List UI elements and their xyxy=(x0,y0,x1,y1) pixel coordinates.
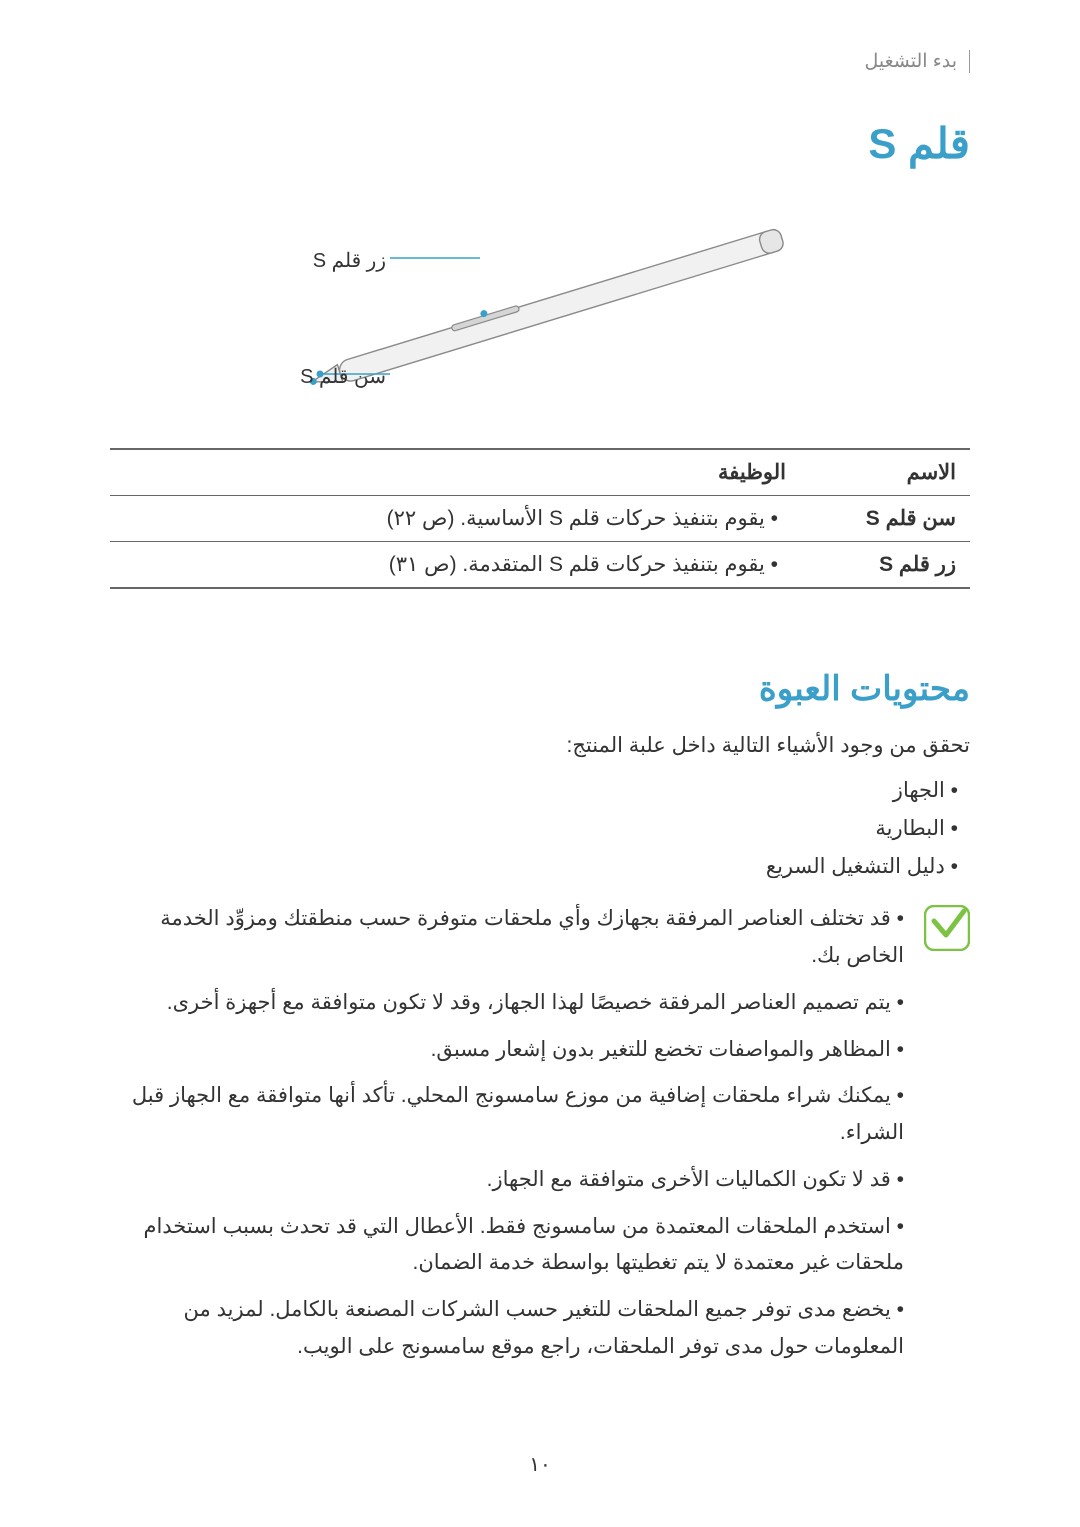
section-header: بدء التشغيل xyxy=(110,50,970,73)
page-number: ١٠ xyxy=(529,1452,550,1477)
table-header-name: الاسم xyxy=(800,449,970,496)
note-item: استخدم الملحقات المعتمدة من سامسونج فقط.… xyxy=(110,1209,908,1283)
section-title: بدء التشغيل xyxy=(864,51,957,72)
note-item: يتم تصميم العناصر المرفقة خصيصًا لهذا ال… xyxy=(110,985,908,1022)
note-item: قد لا تكون الكماليات الأخرى متوافقة مع ا… xyxy=(110,1162,908,1199)
package-title: محتويات العبوة xyxy=(110,669,970,709)
package-intro: تحقق من وجود الأشياء التالية داخل علبة ا… xyxy=(110,733,970,758)
note-box: قد تختلف العناصر المرفقة بجهازك وأي ملحق… xyxy=(110,901,970,1375)
spen-title: قلم S xyxy=(110,119,970,168)
cell-function: يقوم بتنفيذ حركات قلم S الأساسية. (ص ٢٢) xyxy=(110,496,800,542)
note-item: يخضع مدى توفر جميع الملحقات للتغير حسب ا… xyxy=(110,1292,908,1366)
cell-function: يقوم بتنفيذ حركات قلم S المتقدمة. (ص ٣١) xyxy=(110,542,800,589)
note-item: قد تختلف العناصر المرفقة بجهازك وأي ملحق… xyxy=(110,901,908,975)
list-item: البطارية xyxy=(110,810,958,848)
package-item-list: الجهاز البطارية دليل التشغيل السريع xyxy=(110,772,970,885)
note-item: المظاهر والمواصفات تخضع للتغير بدون إشعا… xyxy=(110,1032,908,1069)
note-list: قد تختلف العناصر المرفقة بجهازك وأي ملحق… xyxy=(110,901,908,1375)
note-item: يمكنك شراء ملحقات إضافية من موزع سامسونج… xyxy=(110,1078,908,1152)
table-header-function: الوظيفة xyxy=(110,449,800,496)
list-item: دليل التشغيل السريع xyxy=(110,848,958,886)
cell-name: زر قلم S xyxy=(800,542,970,589)
list-item: الجهاز xyxy=(110,772,958,810)
callout-spen-button: زر قلم S xyxy=(313,248,386,273)
callout-spen-nib: سن قلم S xyxy=(300,364,386,389)
cell-name: سن قلم S xyxy=(800,496,970,542)
table-row: سن قلم S يقوم بتنفيذ حركات قلم S الأساسي… xyxy=(110,496,970,542)
table-row: زر قلم S يقوم بتنفيذ حركات قلم S المتقدم… xyxy=(110,542,970,589)
spen-diagram: زر قلم S سن قلم S xyxy=(260,198,820,418)
note-icon xyxy=(924,905,970,956)
spen-table: الاسم الوظيفة سن قلم S يقوم بتنفيذ حركات… xyxy=(110,448,970,589)
